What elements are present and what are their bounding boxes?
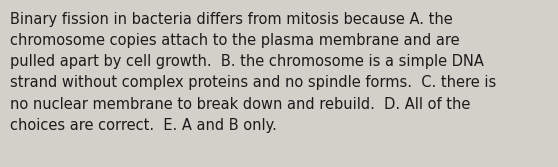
Text: Binary fission in bacteria differs from mitosis because A. the
chromosome copies: Binary fission in bacteria differs from …	[10, 12, 496, 133]
